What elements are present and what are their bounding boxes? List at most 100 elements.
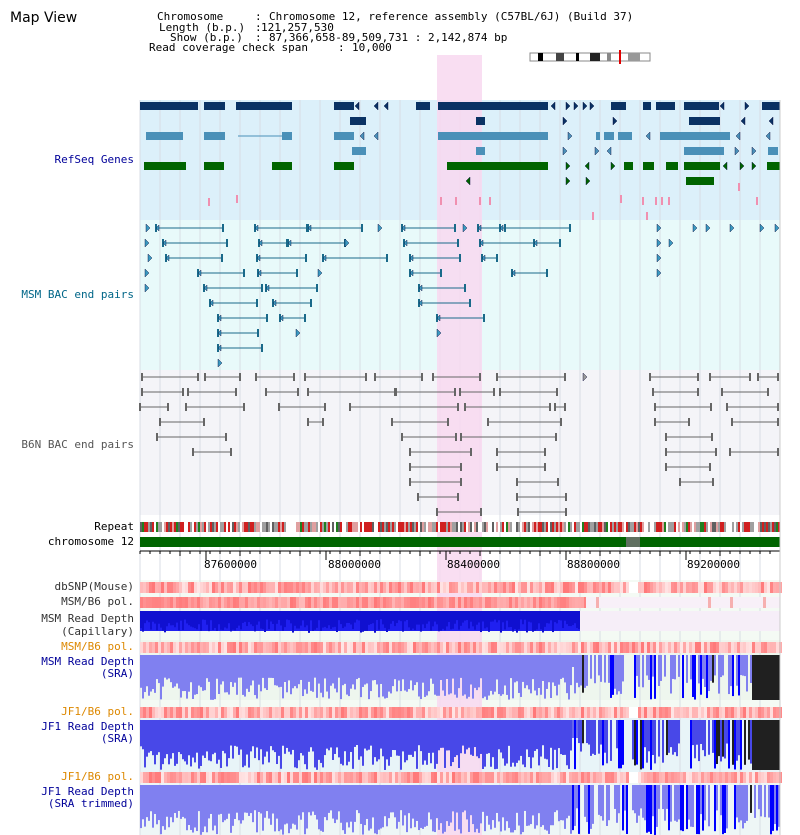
read-depth-bar <box>378 785 380 830</box>
read-depth-bar <box>286 611 288 620</box>
jf1-depth-trim-label[interactable]: JF1 Read Depth <box>41 785 134 798</box>
read-depth-bar <box>272 611 274 624</box>
heat-cell <box>431 707 434 718</box>
read-depth-bar <box>410 611 412 631</box>
strand-arrow-icon <box>203 284 208 292</box>
jf1-b6-pol-label-1[interactable]: JF1/B6 pol. <box>61 705 134 718</box>
heat-cell <box>209 582 212 593</box>
read-depth-bar <box>654 785 656 835</box>
repeat-segment <box>226 522 228 532</box>
heat-cell <box>419 642 422 653</box>
repeat-segment <box>282 522 284 532</box>
heat-cell <box>293 772 296 783</box>
jf1-depth-sra-label[interactable]: JF1 Read Depth <box>41 720 134 733</box>
b6n-bac-label[interactable]: B6N BAC end pairs <box>21 438 134 451</box>
read-depth-bar <box>244 785 246 813</box>
bac-end-mark <box>409 478 411 486</box>
heat-cell <box>338 642 341 653</box>
heat-cell <box>524 772 527 783</box>
heat-cell <box>362 772 365 783</box>
heat-cell <box>761 642 764 653</box>
heat-cell <box>452 772 455 783</box>
repeat-segment <box>750 522 752 532</box>
read-depth-bar <box>406 655 408 692</box>
read-depth-bar <box>474 655 476 688</box>
read-depth-bar <box>322 720 324 768</box>
heat-cell <box>575 707 578 718</box>
strand-arrow-icon <box>481 254 486 262</box>
read-depth-bar <box>394 655 396 680</box>
read-depth-bar <box>510 720 512 767</box>
dbsnp-label[interactable]: dbSNP(Mouse) <box>54 580 134 593</box>
strand-arrow-icon <box>729 223 735 233</box>
msm-bac-label[interactable]: MSM BAC end pairs <box>21 288 134 301</box>
repeat-segment <box>502 522 504 532</box>
refseq-minor-mark <box>646 212 648 220</box>
read-depth-bar <box>334 785 336 824</box>
heat-cell <box>299 597 302 608</box>
heat-cell <box>464 707 467 718</box>
msm-depth-sra-label[interactable]: MSM Read Depth <box>41 655 134 668</box>
read-depth-bar <box>672 720 674 755</box>
read-depth-bar <box>574 720 576 770</box>
heat-cell <box>473 597 476 608</box>
read-depth-bar <box>224 655 226 693</box>
heat-cell <box>416 772 419 783</box>
bac-end-mark <box>459 388 461 396</box>
heat-cell <box>632 642 635 653</box>
read-depth-bar <box>276 655 278 686</box>
read-depth-bar <box>394 720 396 751</box>
heat-cell <box>248 642 251 653</box>
heat-cell <box>173 582 176 593</box>
refseq-genes-label[interactable]: RefSeq Genes <box>54 153 134 166</box>
repeat-segment <box>708 522 710 532</box>
heat-cell <box>404 582 407 593</box>
repeat-segment <box>264 522 266 532</box>
read-depth-bar <box>312 785 314 812</box>
bac-end-mark <box>365 373 367 381</box>
repeat-segment <box>434 522 436 532</box>
heat-cell <box>539 582 542 593</box>
read-depth-bar <box>640 785 642 809</box>
repeat-segment <box>364 522 366 532</box>
bac-end-mark <box>409 448 411 456</box>
gene-exon <box>762 102 780 110</box>
heat-cell <box>554 597 557 608</box>
read-depth-bar <box>460 720 462 754</box>
msm-depth-capillary-label[interactable]: MSM Read Depth <box>41 612 134 625</box>
heat-cell <box>563 597 566 608</box>
heat-cell <box>293 707 296 718</box>
msm-b6-pol-label-1[interactable]: MSM/B6 pol. <box>61 595 134 608</box>
heat-cell <box>317 772 320 783</box>
read-depth-bar <box>728 720 730 769</box>
read-depth-bar <box>418 655 420 697</box>
heat-cell <box>536 707 539 718</box>
repeat-segment <box>692 522 694 532</box>
refseq-minor-mark <box>738 183 740 191</box>
heat-cell <box>401 642 404 653</box>
read-depth-bar <box>308 655 310 682</box>
read-depth-bar <box>714 720 716 769</box>
heat-cell <box>236 642 239 653</box>
heat-cell <box>683 772 686 783</box>
read-depth-bar <box>466 720 468 750</box>
read-depth-bar <box>486 611 488 628</box>
read-depth-bar <box>288 655 290 681</box>
jf1-b6-pol-label-2[interactable]: JF1/B6 pol. <box>61 770 134 783</box>
heat-cell <box>509 582 512 593</box>
heat-cell <box>449 582 452 593</box>
heat-cell <box>407 582 410 593</box>
heat-cell <box>281 642 284 653</box>
msm-b6-pol-label-2[interactable]: MSM/B6 pol. <box>61 640 134 653</box>
gene-exon <box>666 162 678 170</box>
bac-end-mark <box>454 388 456 396</box>
read-depth-bar <box>324 611 326 627</box>
read-depth-bar <box>236 611 238 628</box>
read-depth-bar <box>368 611 370 625</box>
heat-cell <box>455 772 458 783</box>
bac-end-mark <box>230 448 232 456</box>
read-depth-bar <box>578 785 580 834</box>
read-depth-bar <box>328 720 330 751</box>
read-depth-bar <box>430 720 432 764</box>
